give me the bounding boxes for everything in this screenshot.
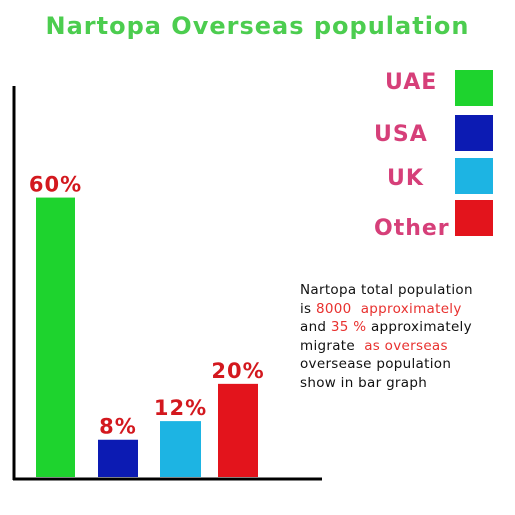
value-label-other: 20%: [211, 359, 264, 383]
note-line-4-text: migrate: [300, 337, 365, 354]
note-line-3: and 35 % approximately: [300, 318, 512, 337]
legend-swatch-uae: [455, 70, 493, 106]
note-line-2: is 8000 approximately: [300, 300, 512, 319]
bar-other: [218, 383, 258, 477]
value-label-uk: 12%: [154, 396, 207, 420]
note-line-3-highlight: 35 %: [330, 319, 367, 335]
note-line-3-text-end: approximately: [366, 319, 472, 335]
value-label-usa: 8%: [99, 415, 137, 439]
value-label-uae: 60%: [29, 173, 82, 197]
legend-label-uk: UK: [387, 166, 424, 191]
note-line-6: show in bar graph: [300, 374, 428, 391]
bar-usa: [98, 439, 138, 477]
chart-title: Nartopa Overseas population: [45, 12, 470, 40]
population-note: Nartopa total population is 8000 approxi…: [300, 281, 512, 392]
legend-label-other: Other: [374, 216, 450, 241]
note-line-5: oversease population: [300, 356, 452, 372]
legend-label-uae: UAE: [385, 70, 438, 95]
legend-label-usa: USA: [374, 122, 428, 147]
note-line-2-text: is: [300, 300, 316, 317]
legend-swatch-usa: [455, 115, 493, 151]
note-line-1: Nartopa total population: [300, 282, 473, 298]
bar-series: [36, 197, 258, 478]
legend-swatch-uk: [455, 158, 493, 194]
legend-swatch-other: [455, 200, 493, 236]
bar-uae: [36, 197, 75, 478]
value-labels: 60% 8% 12%20%: [29, 173, 264, 439]
note-line-2-highlight: 8000 approximately: [315, 300, 462, 317]
note-line-3-text: and: [300, 319, 331, 335]
note-line-4-highlight: as overseas: [364, 337, 448, 354]
note-line-4: migrate as overseas: [300, 337, 512, 356]
bar-uk: [160, 421, 201, 477]
